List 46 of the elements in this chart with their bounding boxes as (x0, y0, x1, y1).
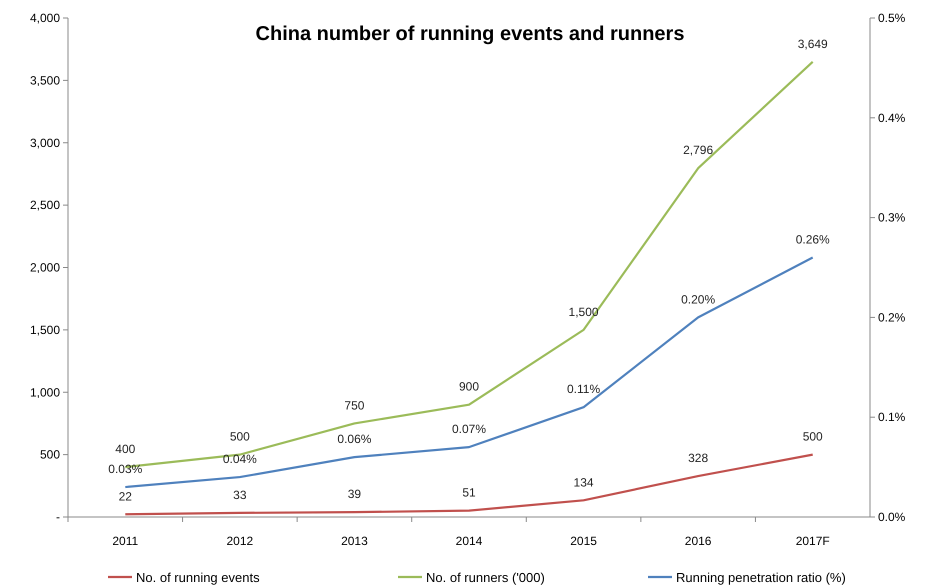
y2-tick-label: 0.0% (878, 510, 906, 524)
x-tick-label: 2017F (796, 534, 830, 548)
data-label: 0.06% (337, 432, 372, 446)
y2-tick-label: 0.4% (878, 110, 906, 125)
legend-label: No. of running events (136, 570, 260, 585)
y2-tick-label: 0.1% (878, 410, 906, 424)
y-tick-label: 2,500 (30, 198, 60, 212)
data-label: 51 (462, 486, 476, 500)
data-label: 0.04% (222, 452, 258, 466)
legend-label: No. of runners ('000) (426, 570, 545, 585)
x-tick-label: 2011 (112, 534, 139, 548)
data-label: 2,796 (683, 143, 714, 158)
x-tick-label: 2015 (570, 534, 598, 548)
data-label: 39 (348, 487, 362, 502)
data-label: 0.26% (796, 232, 830, 247)
data-label: 500 (802, 430, 824, 444)
y-tick-label: - (56, 510, 60, 524)
data-label: 750 (344, 398, 365, 412)
x-tick-label: 2014 (456, 534, 483, 548)
y-tick-label: 2,000 (30, 260, 60, 274)
data-label: 400 (115, 442, 136, 456)
data-label: 328 (688, 451, 708, 466)
data-label: 134 (574, 475, 594, 490)
legend-label: Running penetration ratio (%) (676, 570, 846, 585)
data-label: 0.07% (452, 422, 486, 436)
data-label: 900 (458, 380, 480, 394)
y2-tick-label: 0.2% (878, 310, 906, 324)
y-tick-label: 1,500 (30, 322, 60, 337)
data-label: 3,649 (798, 36, 828, 51)
data-label: 33 (233, 488, 247, 502)
data-label: 0.11% (567, 382, 600, 396)
chart-title: China number of running events and runners (256, 23, 684, 45)
y2-tick-label: 0.5% (878, 11, 906, 25)
x-tick-label: 2016 (684, 534, 712, 548)
data-label: 0.03% (108, 462, 143, 476)
y2-tick-label: 0.3% (878, 210, 906, 225)
x-tick-label: 2012 (226, 534, 254, 548)
data-label: 500 (230, 430, 250, 444)
y-tick-label: 4,000 (30, 11, 60, 25)
y-tick-label: 1,000 (30, 385, 60, 400)
y-tick-label: 3,000 (30, 136, 60, 150)
data-label: 22 (118, 489, 132, 504)
data-label: 0.20% (681, 292, 716, 306)
x-tick-label: 2013 (341, 534, 368, 548)
y-tick-label: 3,500 (30, 73, 60, 88)
y-tick-label: 500 (40, 448, 60, 462)
